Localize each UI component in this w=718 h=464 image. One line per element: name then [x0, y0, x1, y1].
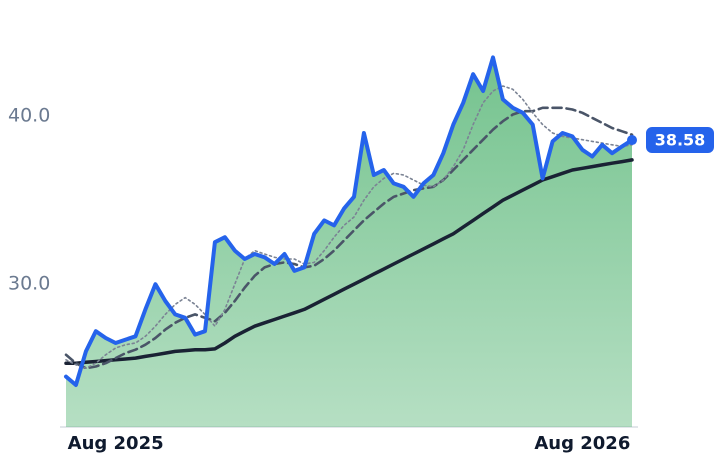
area — [66, 57, 632, 428]
x-tick-label: Aug 2025 — [68, 433, 164, 454]
average-line — [64, 106, 634, 370]
average-line — [64, 158, 634, 365]
price-line — [64, 55, 634, 387]
y-tick-label: 30.0 — [8, 273, 50, 295]
x-tick-label: Aug 2026 — [534, 433, 630, 454]
value-badge — [646, 127, 714, 154]
last-point — [627, 135, 637, 146]
value-label: 38.58 — [655, 131, 706, 150]
y-tick-label: 40.0 — [8, 105, 50, 127]
average-line — [65, 85, 633, 369]
